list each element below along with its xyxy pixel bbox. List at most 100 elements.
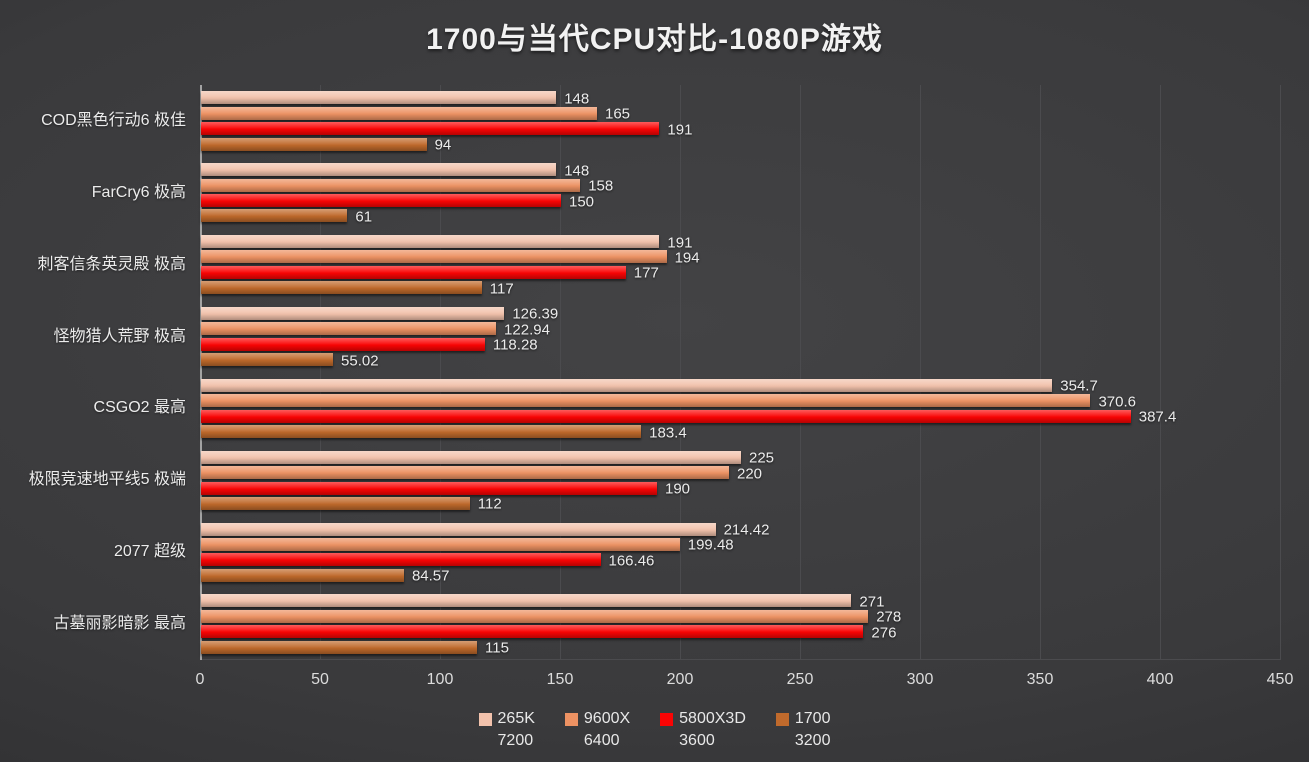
legend-series-memory: 6400 xyxy=(583,732,620,749)
bar-265K-6 xyxy=(201,522,716,536)
bar-value-label: 61 xyxy=(355,208,373,226)
legend-entry: 1700 xyxy=(775,708,831,730)
bar-value-label: 150 xyxy=(569,193,595,210)
legend-entry: 5800X3D xyxy=(660,708,746,730)
gridline xyxy=(1040,85,1041,660)
bar-9600X-7 xyxy=(201,609,869,623)
bar-265K-2 xyxy=(201,235,660,249)
legend-series-name: 5800X3D xyxy=(679,710,746,727)
gridline xyxy=(680,85,681,660)
bar-9600X-4 xyxy=(201,394,1091,408)
bar-1700-3 xyxy=(201,353,334,367)
legend-series-name: 1700 xyxy=(794,710,831,727)
bar-265K-3 xyxy=(201,306,505,320)
bar-9600X-1 xyxy=(201,178,581,192)
legend-entry: 9600X xyxy=(564,708,631,730)
bar-5800X3D-0 xyxy=(201,122,660,136)
bar-value-label: 84.57 xyxy=(411,567,450,585)
bar-9600X-3 xyxy=(201,322,497,336)
bar-265K-4 xyxy=(201,378,1053,392)
category-label-2: 刺客信条英灵殿 极高 xyxy=(37,255,186,273)
category-label-6: 2077 超级 xyxy=(113,543,186,561)
legend-item-5800X3D: 5800X3D 3600 xyxy=(660,708,746,752)
bar-1700-5 xyxy=(201,496,470,510)
x-tick-label-300: 300 xyxy=(906,671,934,688)
bar-value-label: 148 xyxy=(564,162,590,180)
x-tick-label-250: 250 xyxy=(786,671,814,688)
bar-1700-7 xyxy=(201,640,477,654)
bar-9600X-0 xyxy=(201,106,597,120)
bar-value-label: 118.28 xyxy=(492,336,538,354)
bar-5800X3D-4 xyxy=(201,409,1131,423)
x-tick-label-0: 0 xyxy=(195,671,205,688)
bar-value-label: 214.42 xyxy=(723,521,770,539)
gridline xyxy=(920,85,921,660)
bar-value-label: 278 xyxy=(876,608,902,626)
gridline xyxy=(1160,85,1161,660)
legend-series-name: 265K xyxy=(497,710,535,727)
bar-value-label: 387.4 xyxy=(1138,408,1177,426)
bar-5800X3D-5 xyxy=(201,481,657,495)
x-tick-label-50: 50 xyxy=(311,671,329,688)
x-tick-label-350: 350 xyxy=(1026,671,1054,688)
bar-value-label: 191 xyxy=(667,234,693,252)
bar-value-label: 126.39 xyxy=(512,305,559,323)
bar-value-label: 191 xyxy=(667,121,693,139)
gridline xyxy=(320,85,321,660)
bar-5800X3D-2 xyxy=(201,265,626,279)
bar-5800X3D-3 xyxy=(201,337,485,351)
legend: 265K 7200 9600X 6400 5800X3D 3600 1700 3200 xyxy=(0,708,1309,752)
bar-5800X3D-6 xyxy=(201,553,601,567)
bar-9600X-5 xyxy=(201,466,729,480)
bar-value-label: 190 xyxy=(665,480,691,498)
category-label-1: FarCry6 极高 xyxy=(91,183,186,201)
chart-title: 1700与当代CPU对比-1080P游戏 xyxy=(426,23,883,56)
legend-swatch-icon xyxy=(478,712,492,726)
bar-value-label: 148 xyxy=(564,90,590,108)
bar-265K-1 xyxy=(201,163,557,177)
bar-265K-7 xyxy=(201,594,852,608)
bar-1700-4 xyxy=(201,425,642,439)
gridline xyxy=(440,85,441,660)
bar-value-label: 158 xyxy=(588,177,614,195)
legend-swatch-icon xyxy=(660,712,674,726)
bar-265K-0 xyxy=(201,91,557,105)
bar-value-label: 183.4 xyxy=(649,424,687,442)
bar-9600X-2 xyxy=(201,250,667,264)
x-tick-label-400: 400 xyxy=(1146,671,1174,688)
legend-swatch-icon xyxy=(775,712,789,726)
bar-1700-1 xyxy=(201,209,348,223)
gridline xyxy=(560,85,561,660)
bar-value-label: 220 xyxy=(737,465,763,483)
bar-1700-0 xyxy=(201,137,427,151)
category-label-7: 古墓丽影暗影 最高 xyxy=(53,615,186,633)
legend-entry: 265K xyxy=(478,708,535,730)
bar-1700-2 xyxy=(201,281,482,295)
bar-5800X3D-1 xyxy=(201,194,561,207)
category-label-5: 极限竞速地平线5 极端 xyxy=(28,471,186,489)
bar-value-label: 166.46 xyxy=(608,552,655,570)
x-tick-label-100: 100 xyxy=(426,671,454,688)
bar-value-label: 117 xyxy=(489,280,514,298)
bar-value-label: 94 xyxy=(434,136,452,154)
legend-item-1700: 1700 3200 xyxy=(775,708,831,752)
x-tick-label-150: 150 xyxy=(546,671,574,688)
bar-value-label: 194 xyxy=(674,249,700,267)
bar-value-label: 370.6 xyxy=(1098,393,1136,411)
legend-series-name: 9600X xyxy=(583,710,631,727)
bar-value-label: 177 xyxy=(633,264,659,282)
legend-item-9600X: 9600X 6400 xyxy=(564,708,631,752)
category-label-4: CSGO2 最高 xyxy=(93,399,186,417)
x-axis-line xyxy=(200,659,1280,660)
bar-value-label: 122.94 xyxy=(504,321,550,339)
legend-series-memory: 3600 xyxy=(679,732,715,749)
bar-value-label: 354.7 xyxy=(1060,377,1098,395)
x-tick-label-450: 450 xyxy=(1266,671,1294,688)
legend-series-memory: 3200 xyxy=(794,732,831,749)
bar-value-label: 115 xyxy=(485,639,509,657)
legend-series-memory: 7200 xyxy=(497,732,534,749)
x-tick-label-200: 200 xyxy=(666,671,694,688)
bar-value-label: 225 xyxy=(749,449,775,467)
bar-5800X3D-7 xyxy=(201,625,864,639)
